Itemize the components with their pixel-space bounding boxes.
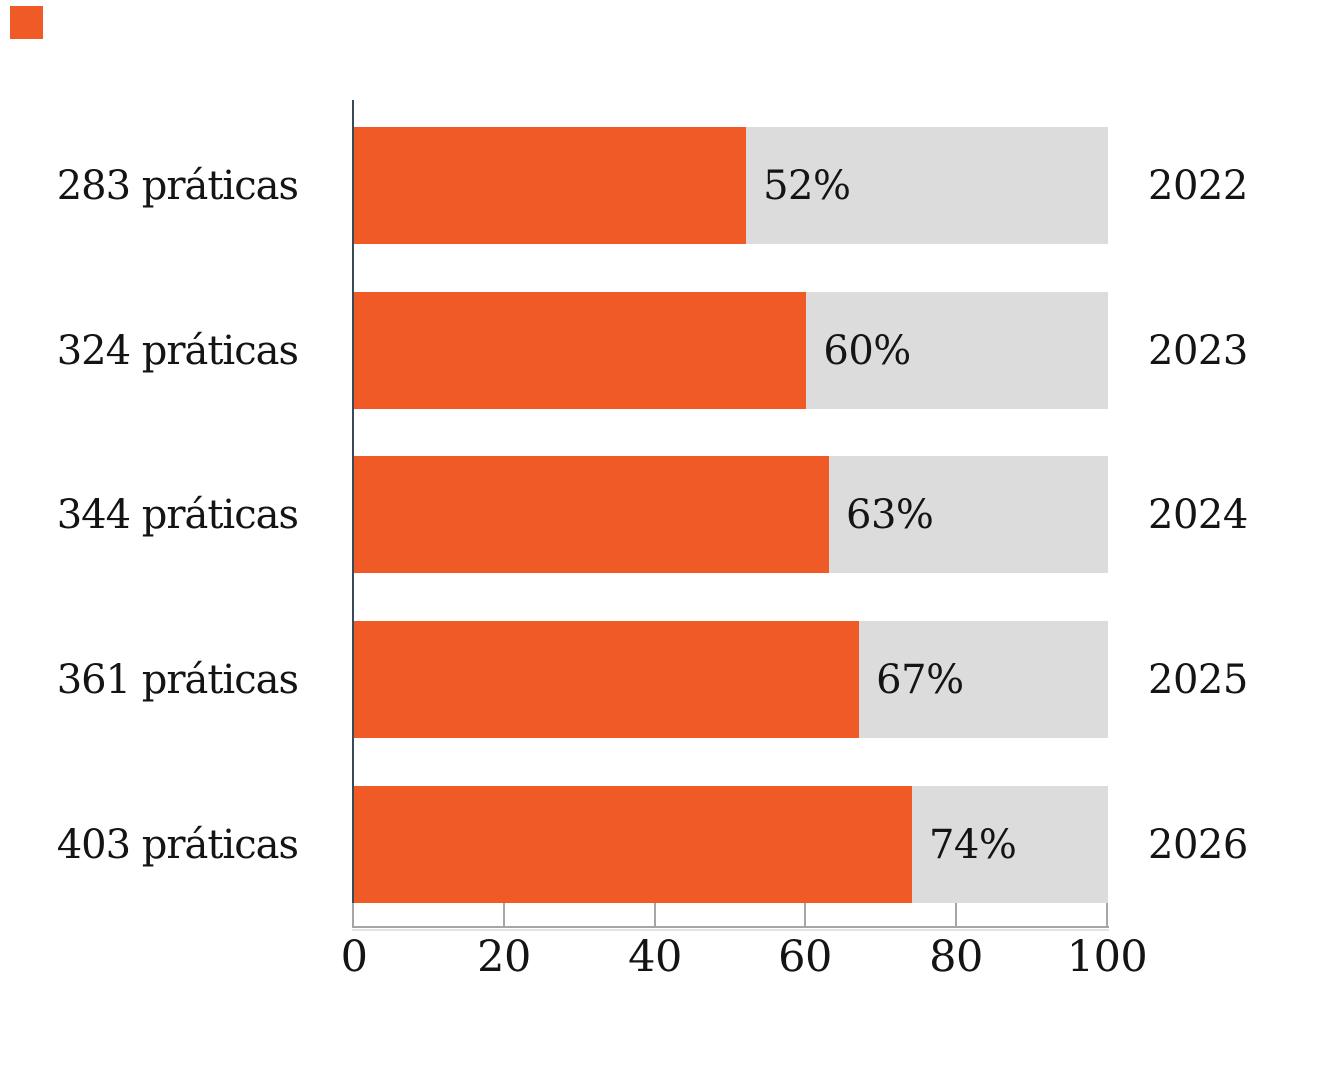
x-axis-tick bbox=[1106, 903, 1108, 926]
bar-row-2026: 403 práticas 74% 2026 bbox=[0, 786, 1319, 903]
bar-value-label: 63% bbox=[846, 491, 934, 538]
bar-value-label: 52% bbox=[763, 162, 851, 209]
year-label: 2026 bbox=[1148, 821, 1248, 868]
bar-track: 60% bbox=[354, 292, 1108, 409]
x-axis-tick bbox=[955, 903, 957, 926]
bar-track: 52% bbox=[354, 127, 1108, 244]
practices-label: 344 práticas bbox=[56, 491, 299, 538]
bar-row-2022: 283 práticas 52% 2022 bbox=[0, 127, 1319, 244]
x-axis-tick bbox=[804, 903, 806, 926]
bar-row-2024: 344 práticas 63% 2024 bbox=[0, 456, 1319, 573]
bar-value-label: 74% bbox=[928, 821, 1017, 868]
x-axis-tick-label: 0 bbox=[340, 932, 368, 982]
practices-label: 283 práticas bbox=[56, 162, 299, 209]
bar-value-label: 60% bbox=[823, 327, 911, 374]
x-axis-tick-label: 60 bbox=[778, 932, 832, 982]
year-label: 2022 bbox=[1148, 162, 1248, 209]
brand-mark-square bbox=[10, 6, 43, 39]
bar-fill bbox=[354, 456, 830, 573]
x-axis-tick bbox=[352, 903, 354, 926]
bar-track: 67% bbox=[354, 621, 1108, 738]
x-axis-tick-label: 80 bbox=[929, 932, 983, 982]
bar-track: 74% bbox=[354, 786, 1108, 903]
x-axis-line bbox=[352, 926, 1109, 928]
bar-row-2025: 361 práticas 67% 2025 bbox=[0, 621, 1319, 738]
practices-label: 403 práticas bbox=[56, 821, 299, 868]
bar-track: 63% bbox=[354, 456, 1108, 573]
x-axis-tick bbox=[654, 903, 656, 926]
year-label: 2023 bbox=[1148, 327, 1248, 374]
bar-fill bbox=[354, 127, 747, 244]
practices-label: 324 práticas bbox=[56, 327, 299, 374]
bar-fill bbox=[354, 786, 912, 903]
x-axis-tick-label: 40 bbox=[628, 932, 682, 982]
bar-row-2023: 324 práticas 60% 2023 bbox=[0, 292, 1319, 409]
bar-value-label: 67% bbox=[876, 656, 964, 703]
year-label: 2025 bbox=[1148, 656, 1248, 703]
bar-fill bbox=[354, 292, 807, 409]
bar-fill bbox=[354, 621, 860, 738]
y-axis-line bbox=[352, 100, 354, 903]
x-axis-tick-label: 100 bbox=[1066, 932, 1148, 982]
practices-label: 361 práticas bbox=[56, 656, 299, 703]
x-axis-tick bbox=[503, 903, 505, 926]
x-axis-tick-label: 20 bbox=[477, 932, 531, 982]
year-label: 2024 bbox=[1148, 491, 1248, 538]
